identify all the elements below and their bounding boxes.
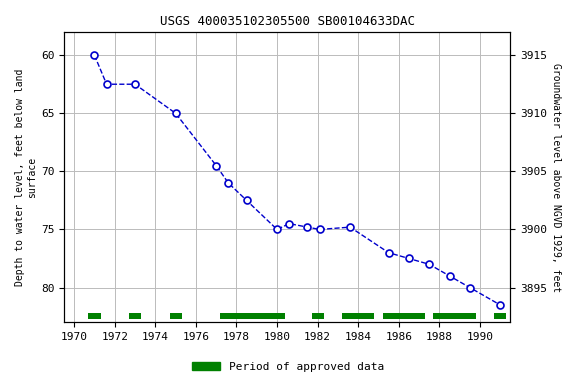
Bar bbox=[169, 313, 181, 319]
Bar bbox=[220, 313, 285, 319]
Legend: Period of approved data: Period of approved data bbox=[188, 358, 388, 377]
Y-axis label: Groundwater level above NGVD 1929, feet: Groundwater level above NGVD 1929, feet bbox=[551, 63, 561, 292]
Bar bbox=[382, 313, 425, 319]
Title: USGS 400035102305500 SB00104633DAC: USGS 400035102305500 SB00104633DAC bbox=[160, 15, 415, 28]
Bar bbox=[312, 313, 324, 319]
Bar bbox=[433, 313, 476, 319]
Bar bbox=[342, 313, 374, 319]
Bar bbox=[88, 313, 101, 319]
Bar bbox=[494, 313, 506, 319]
Bar bbox=[129, 313, 141, 319]
Y-axis label: Depth to water level, feet below land
surface: Depth to water level, feet below land su… bbox=[15, 68, 37, 286]
